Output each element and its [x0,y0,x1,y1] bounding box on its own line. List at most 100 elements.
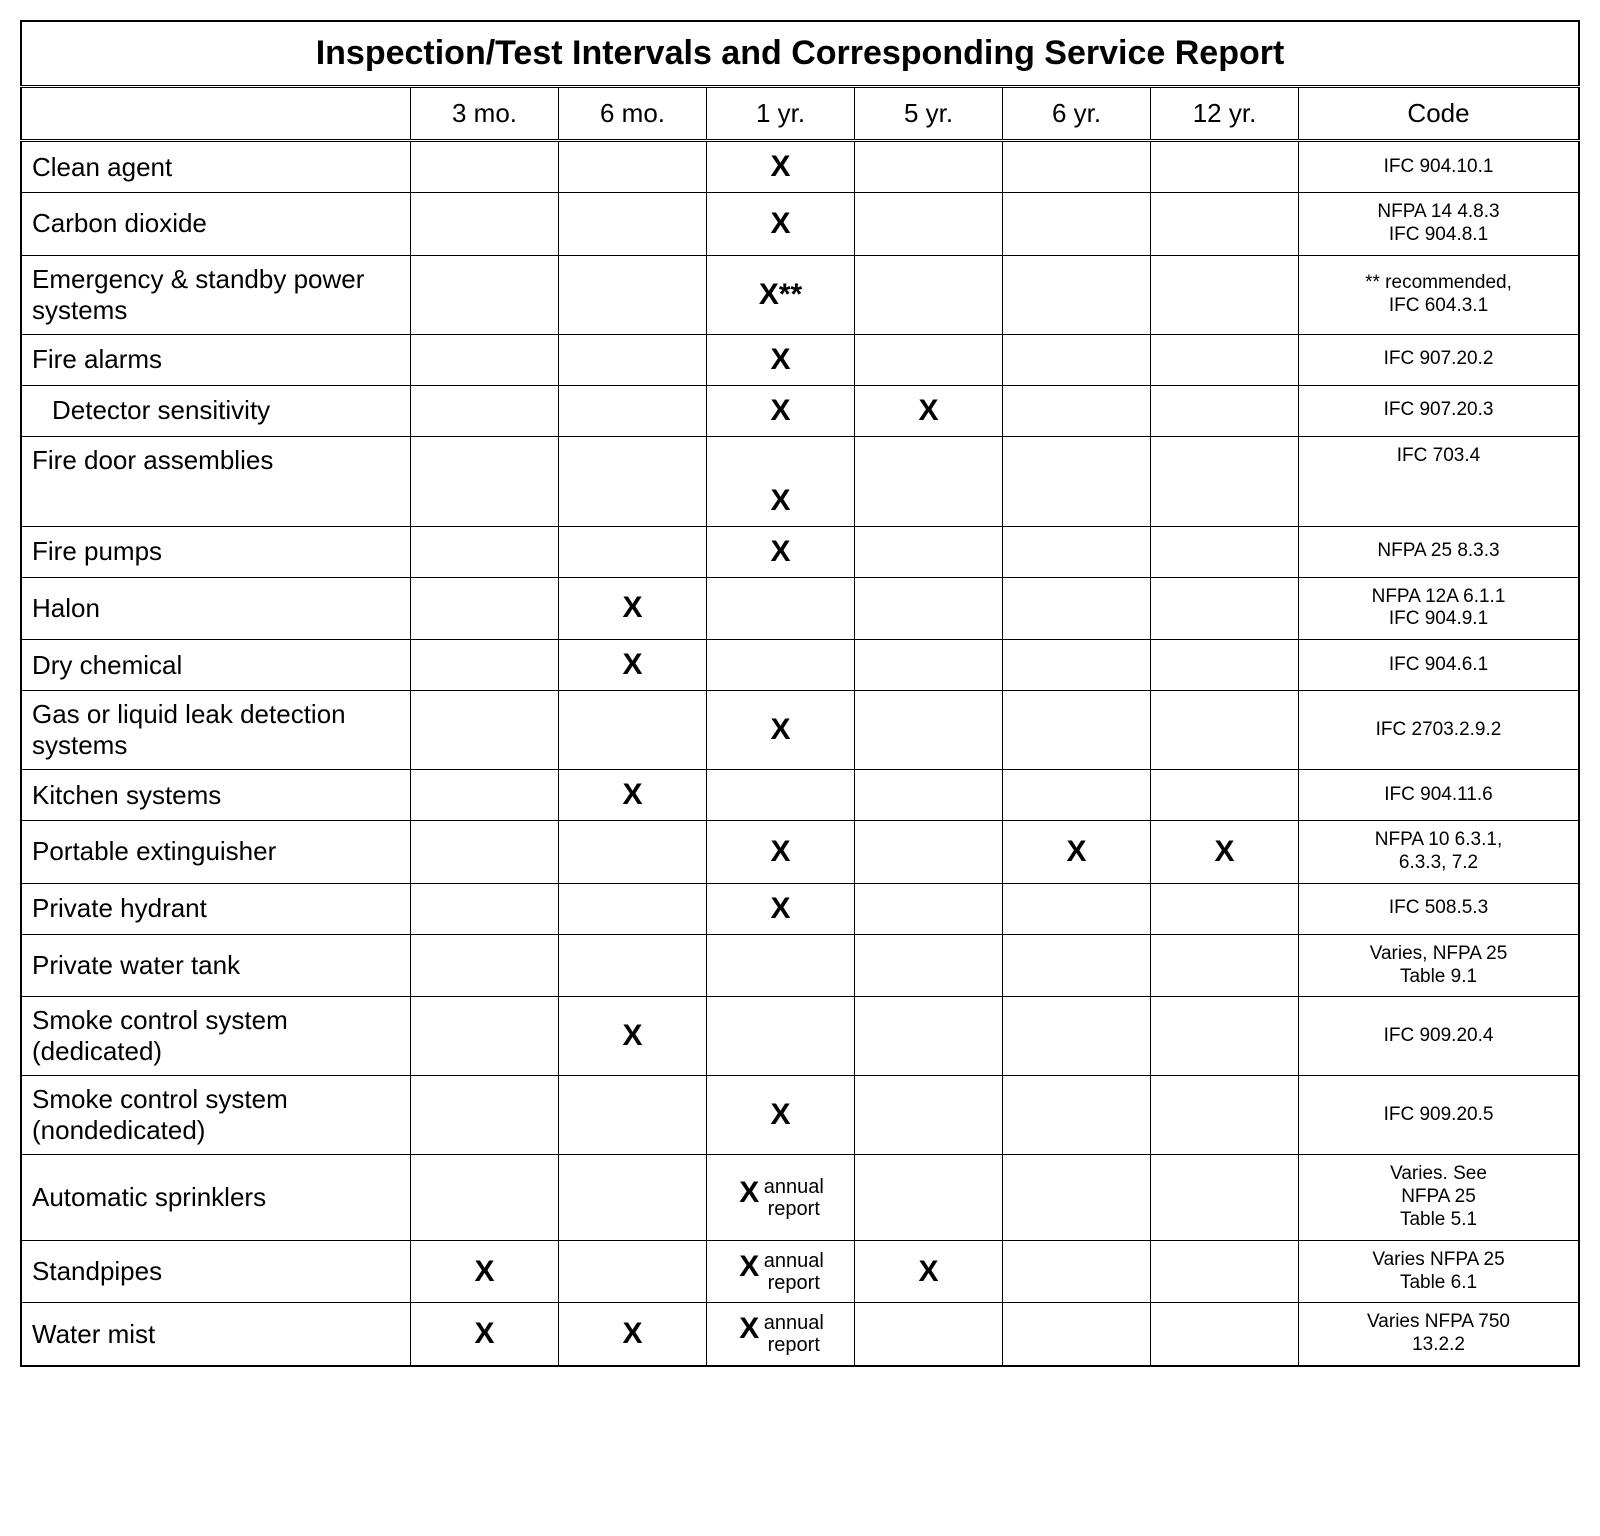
interval-cell [1151,997,1299,1076]
interval-cell [707,577,855,640]
interval-cell: X annualreport [707,1155,855,1240]
code-cell: Varies NFPA 25Table 6.1 [1299,1240,1579,1303]
interval-cell [559,1240,707,1303]
interval-cell: X [707,385,855,436]
interval-cell [1151,385,1299,436]
interval-cell [559,821,707,884]
table-row: Private hydrantXIFC 508.5.3 [21,883,1579,934]
interval-cell: X [707,193,855,256]
table-row: HalonXNFPA 12A 6.1.1IFC 904.9.1 [21,577,1579,640]
interval-cell: X [707,436,855,526]
interval-cell: X [411,1240,559,1303]
table-container: Inspection/Test Intervals and Correspond… [20,20,1580,1367]
interval-cell [855,1076,1003,1155]
interval-cell: X [559,1303,707,1366]
code-cell: IFC 907.20.3 [1299,385,1579,436]
interval-cell: X [411,1303,559,1366]
interval-cell [1151,640,1299,691]
row-label: Halon [21,577,411,640]
interval-cell [855,770,1003,821]
interval-cell: X [559,577,707,640]
header-6yr: 6 yr. [1003,87,1151,141]
interval-cell: X [1003,821,1151,884]
interval-cell [855,640,1003,691]
table-row: Emergency & standby power systemsX**** r… [21,255,1579,334]
interval-cell [1003,141,1151,193]
interval-cell [1003,1240,1151,1303]
interval-cell [1003,526,1151,577]
code-cell: IFC 907.20.2 [1299,334,1579,385]
interval-cell [1151,1076,1299,1155]
interval-cell: X [707,691,855,770]
row-label: Smoke control system (nondedicated) [21,1076,411,1155]
code-cell: NFPA 10 6.3.1,6.3.3, 7.2 [1299,821,1579,884]
table-row: Kitchen systemsXIFC 904.11.6 [21,770,1579,821]
interval-cell [559,193,707,256]
interval-cell [559,1155,707,1240]
interval-cell [707,640,855,691]
table-row: Water mistXXX annualreportVaries NFPA 75… [21,1303,1579,1366]
row-label: Detector sensitivity [21,385,411,436]
code-cell: IFC 904.6.1 [1299,640,1579,691]
table-row: Fire door assembliesXIFC 703.4 [21,436,1579,526]
interval-cell [411,436,559,526]
interval-cell: X [707,821,855,884]
interval-cell [855,997,1003,1076]
interval-cell [559,255,707,334]
code-cell: IFC 703.4 [1299,436,1579,526]
interval-cell [411,577,559,640]
interval-cell [411,1155,559,1240]
interval-cell [411,385,559,436]
interval-cell [559,141,707,193]
interval-cell [707,997,855,1076]
interval-cell: X [855,1240,1003,1303]
interval-cell [411,821,559,884]
interval-cell [855,193,1003,256]
row-label: Kitchen systems [21,770,411,821]
code-cell: Varies NFPA 75013.2.2 [1299,1303,1579,1366]
row-label: Portable extinguisher [21,821,411,884]
code-cell: NFPA 14 4.8.3IFC 904.8.1 [1299,193,1579,256]
interval-cell [1003,883,1151,934]
row-label: Dry chemical [21,640,411,691]
interval-cell [1003,1076,1151,1155]
code-cell: NFPA 25 8.3.3 [1299,526,1579,577]
header-6mo: 6 mo. [559,87,707,141]
interval-cell [559,1076,707,1155]
interval-cell [411,640,559,691]
interval-cell [559,385,707,436]
interval-cell [411,334,559,385]
code-cell: IFC 909.20.4 [1299,997,1579,1076]
interval-cell [411,1076,559,1155]
interval-cell: X [559,640,707,691]
code-cell: IFC 2703.2.9.2 [1299,691,1579,770]
interval-cell [855,577,1003,640]
interval-cell [411,883,559,934]
code-cell: Varies. SeeNFPA 25Table 5.1 [1299,1155,1579,1240]
table-body: Clean agentXIFC 904.10.1Carbon dioxideXN… [21,141,1579,1366]
interval-cell [1003,577,1151,640]
row-label: Carbon dioxide [21,193,411,256]
table-row: Smoke control system (nondedicated)XIFC … [21,1076,1579,1155]
table-row: Detector sensitivityXXIFC 907.20.3 [21,385,1579,436]
interval-cell [1151,883,1299,934]
header-code: Code [1299,87,1579,141]
interval-cell [855,141,1003,193]
interval-cell [411,770,559,821]
row-label: Fire alarms [21,334,411,385]
interval-cell [1151,334,1299,385]
interval-cell [411,526,559,577]
interval-cell: X [1151,821,1299,884]
code-cell: Varies, NFPA 25Table 9.1 [1299,934,1579,997]
interval-cell [411,934,559,997]
interval-cell [1151,141,1299,193]
table-row: Carbon dioxide X NFPA 14 4.8.3IFC 904.8.1 [21,193,1579,256]
interval-cell [1003,1303,1151,1366]
row-label: Gas or liquid leak detection systems [21,691,411,770]
interval-cell: X annualreport [707,1240,855,1303]
header-1yr: 1 yr. [707,87,855,141]
table-row: Gas or liquid leak detection systems X IFC… [21,691,1579,770]
interval-cell [855,821,1003,884]
interval-cell [707,770,855,821]
row-label: Private water tank [21,934,411,997]
